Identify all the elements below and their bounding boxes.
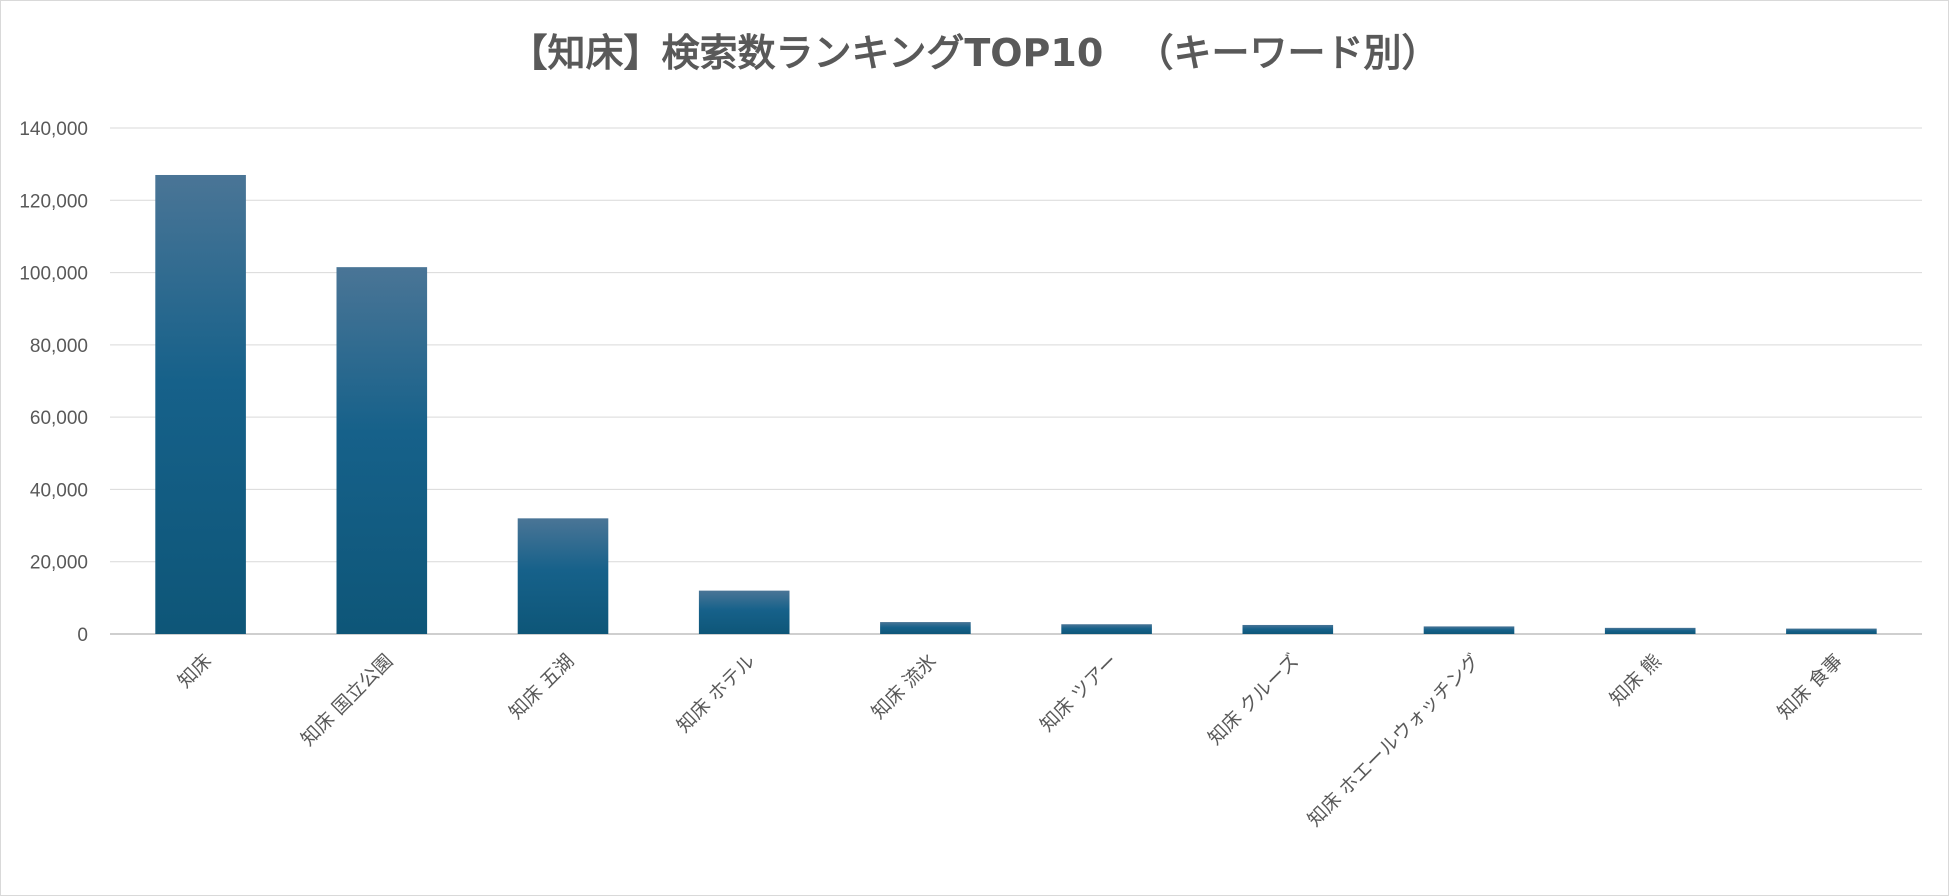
x-category-label: 知床 国立公園	[297, 650, 397, 750]
y-tick-label: 120,000	[19, 191, 88, 212]
x-category-label: 知床 ホエールウォッチング	[1303, 650, 1484, 831]
x-category-label: 知床 五湖	[505, 650, 579, 724]
bar	[1061, 624, 1152, 634]
x-category-label: 知床 クルーズ	[1204, 650, 1303, 749]
y-tick-label: 40,000	[30, 480, 88, 501]
x-category-label: 知床 食事	[1773, 650, 1847, 724]
y-tick-label: 80,000	[30, 336, 88, 357]
bar	[517, 518, 609, 634]
y-tick-label: 20,000	[30, 553, 88, 574]
bar	[1242, 624, 1334, 634]
bar	[880, 622, 971, 634]
bar	[1423, 626, 1515, 634]
chart-title: 【知床】検索数ランキングTOP10 （キーワード別）	[509, 31, 1440, 75]
x-axis-category-labels: 知床 知床 国立公園 知床 五湖 知床 ホテル 知床 流氷 知床 ツアー 知床 クルーズ 知床…	[174, 650, 1847, 831]
bar	[1786, 628, 1877, 634]
bar	[1604, 627, 1696, 634]
x-category-label: 知床 流氷	[867, 650, 941, 724]
y-tick-label: 100,000	[19, 264, 88, 285]
y-axis-tick-labels: 0 20,000 40,000 60,000 80,000 100,000 120,000 1…	[19, 119, 88, 646]
y-tick-label: 140,000	[19, 119, 88, 140]
bar	[155, 174, 246, 634]
bar	[336, 267, 428, 634]
x-category-label: 知床 熊	[1606, 650, 1666, 710]
x-category-label: 知床 ツアー	[1036, 650, 1122, 736]
y-tick-label: 60,000	[30, 408, 88, 429]
x-category-label: 知床 ホテル	[673, 650, 760, 737]
x-category-label: 知床	[174, 650, 216, 692]
bars	[155, 174, 1877, 634]
y-tick-label: 0	[77, 625, 88, 646]
bar	[698, 590, 790, 634]
